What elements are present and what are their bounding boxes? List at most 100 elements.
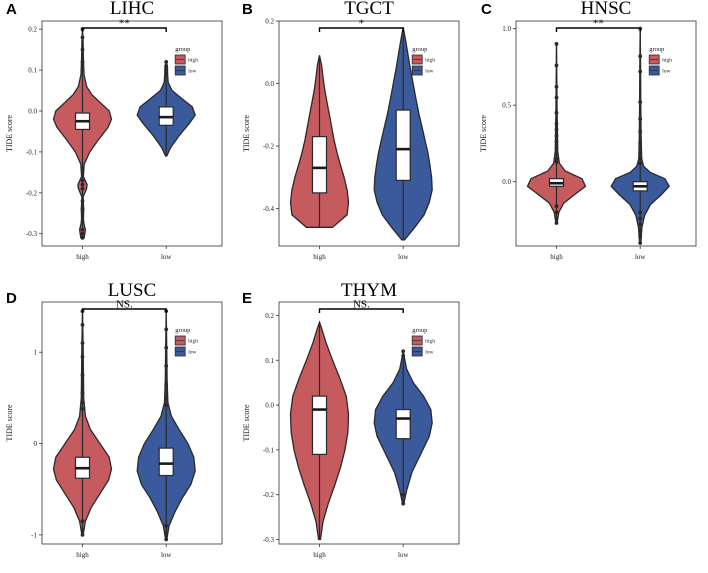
outlier-point bbox=[80, 391, 85, 396]
y-tick-label: 0.5 bbox=[502, 102, 511, 110]
panel-C: C HNSC 1.0 0.5 0.0 TIDE score high low ** group hi… bbox=[479, 0, 697, 261]
y-tick-label: 0.2 bbox=[28, 26, 37, 34]
x-tick-label: low bbox=[398, 551, 409, 559]
outlier-point bbox=[80, 400, 85, 405]
x-tick-label: low bbox=[635, 253, 646, 261]
significance-label: NS. bbox=[353, 299, 370, 311]
outlier-point bbox=[401, 501, 406, 506]
outlier-point bbox=[80, 235, 85, 240]
legend-label-high: high bbox=[425, 339, 435, 345]
y-axis-title: TIDE score bbox=[5, 404, 14, 442]
legend-label-high: high bbox=[662, 58, 672, 64]
y-tick-label: 0.0 bbox=[28, 108, 37, 116]
y-tick-label: 0 bbox=[34, 440, 38, 448]
legend-label-high: high bbox=[188, 58, 198, 64]
outlier-point bbox=[554, 95, 559, 100]
y-tick-label: -0.3 bbox=[26, 230, 38, 238]
significance-label: ** bbox=[119, 18, 130, 30]
outlier-point bbox=[401, 353, 406, 358]
x-tick-label: low bbox=[161, 551, 172, 559]
significance-bracket bbox=[318, 27, 404, 32]
box-low bbox=[158, 447, 174, 477]
y-axis-title: TIDE score bbox=[242, 115, 251, 153]
legend-title: group bbox=[412, 46, 427, 53]
outlier-point bbox=[554, 221, 559, 225]
significance-bracket bbox=[555, 27, 641, 32]
significance-label: ** bbox=[593, 18, 604, 30]
y-tick-label: -0.2 bbox=[26, 189, 38, 197]
outlier-point bbox=[554, 42, 559, 46]
outlier-point bbox=[638, 150, 643, 155]
outlier-point bbox=[80, 322, 85, 327]
outlier-point bbox=[638, 100, 643, 105]
x-tick-label: high bbox=[76, 551, 89, 559]
chart-title: HNSC bbox=[581, 0, 632, 19]
outlier-point bbox=[554, 133, 559, 138]
outlier-point bbox=[164, 327, 169, 332]
outlier-point bbox=[638, 156, 643, 161]
outlier-point bbox=[164, 72, 169, 77]
significance-bracket bbox=[81, 27, 167, 32]
y-tick-label: 0.2 bbox=[265, 312, 274, 320]
legend-label-low: low bbox=[188, 69, 196, 75]
outlier-point bbox=[638, 216, 643, 221]
y-tick-label: -0.4 bbox=[263, 205, 275, 213]
outlier-point bbox=[80, 406, 85, 411]
outlier-point bbox=[164, 531, 169, 535]
outlier-point bbox=[638, 129, 643, 134]
outlier-point bbox=[80, 60, 85, 64]
outlier-point bbox=[638, 228, 643, 233]
outlier-point bbox=[554, 210, 559, 215]
y-tick-label: 0.0 bbox=[265, 402, 274, 410]
y-tick-label: -0.1 bbox=[26, 148, 38, 156]
outlier-point bbox=[554, 159, 559, 164]
chart-title: LUSC bbox=[108, 280, 157, 301]
outlier-point bbox=[164, 403, 169, 408]
legend-label-low: low bbox=[188, 350, 196, 356]
y-tick-label: 1 bbox=[34, 349, 38, 357]
legend-title: group bbox=[649, 46, 664, 53]
legend-label-high: high bbox=[425, 58, 435, 64]
outlier-point bbox=[80, 373, 85, 377]
outlier-point bbox=[638, 210, 643, 215]
outlier-point bbox=[401, 492, 406, 497]
chart-title: TGCT bbox=[344, 0, 394, 19]
outlier-point bbox=[164, 382, 169, 387]
significance-label: NS. bbox=[116, 299, 133, 311]
outlier-point bbox=[80, 528, 85, 533]
panel-B: B TGCT 0.2 0.0 -0.2 -0.4 TIDE score high low * gro… bbox=[242, 0, 460, 261]
outlier-point bbox=[554, 140, 559, 144]
outlier-point bbox=[554, 127, 559, 132]
outlier-point bbox=[80, 341, 85, 345]
outlier-point bbox=[554, 121, 559, 126]
y-axis-title: TIDE score bbox=[5, 115, 14, 153]
x-tick-label: high bbox=[313, 551, 326, 559]
panel-letter: E bbox=[242, 290, 252, 307]
box-high bbox=[311, 136, 328, 194]
outlier-point bbox=[638, 161, 643, 166]
legend-title: group bbox=[175, 46, 190, 53]
outlier-point bbox=[164, 60, 169, 64]
y-tick-label: -0.1 bbox=[263, 446, 275, 454]
outlier-point bbox=[401, 349, 406, 354]
plot-frame bbox=[515, 20, 697, 247]
outlier-point bbox=[164, 364, 169, 368]
outlier-point bbox=[164, 345, 169, 350]
box-low bbox=[395, 109, 411, 181]
outlier-point bbox=[80, 519, 85, 524]
x-tick-label: high bbox=[313, 253, 326, 261]
outlier-point bbox=[554, 146, 559, 150]
panel-letter: A bbox=[6, 1, 17, 18]
outlier-point bbox=[80, 199, 85, 203]
outlier-point bbox=[80, 532, 85, 537]
outlier-point bbox=[80, 47, 85, 52]
significance-bracket bbox=[318, 308, 404, 313]
outlier-point bbox=[164, 523, 169, 528]
panel-E: E THYM 0.2 0.1 0.0 -0.1 -0.2 -0.3 TIDE score high… bbox=[242, 280, 460, 559]
y-tick-label: -0.2 bbox=[263, 143, 275, 151]
outlier-point bbox=[80, 186, 85, 191]
outlier-point bbox=[638, 241, 643, 245]
y-tick-label: 1.0 bbox=[502, 25, 511, 33]
outlier-point bbox=[164, 68, 169, 72]
